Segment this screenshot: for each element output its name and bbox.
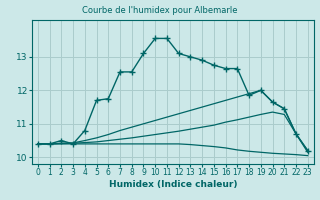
X-axis label: Humidex (Indice chaleur): Humidex (Indice chaleur) [108,180,237,189]
Text: Courbe de l'humidex pour Albemarle: Courbe de l'humidex pour Albemarle [82,6,238,15]
